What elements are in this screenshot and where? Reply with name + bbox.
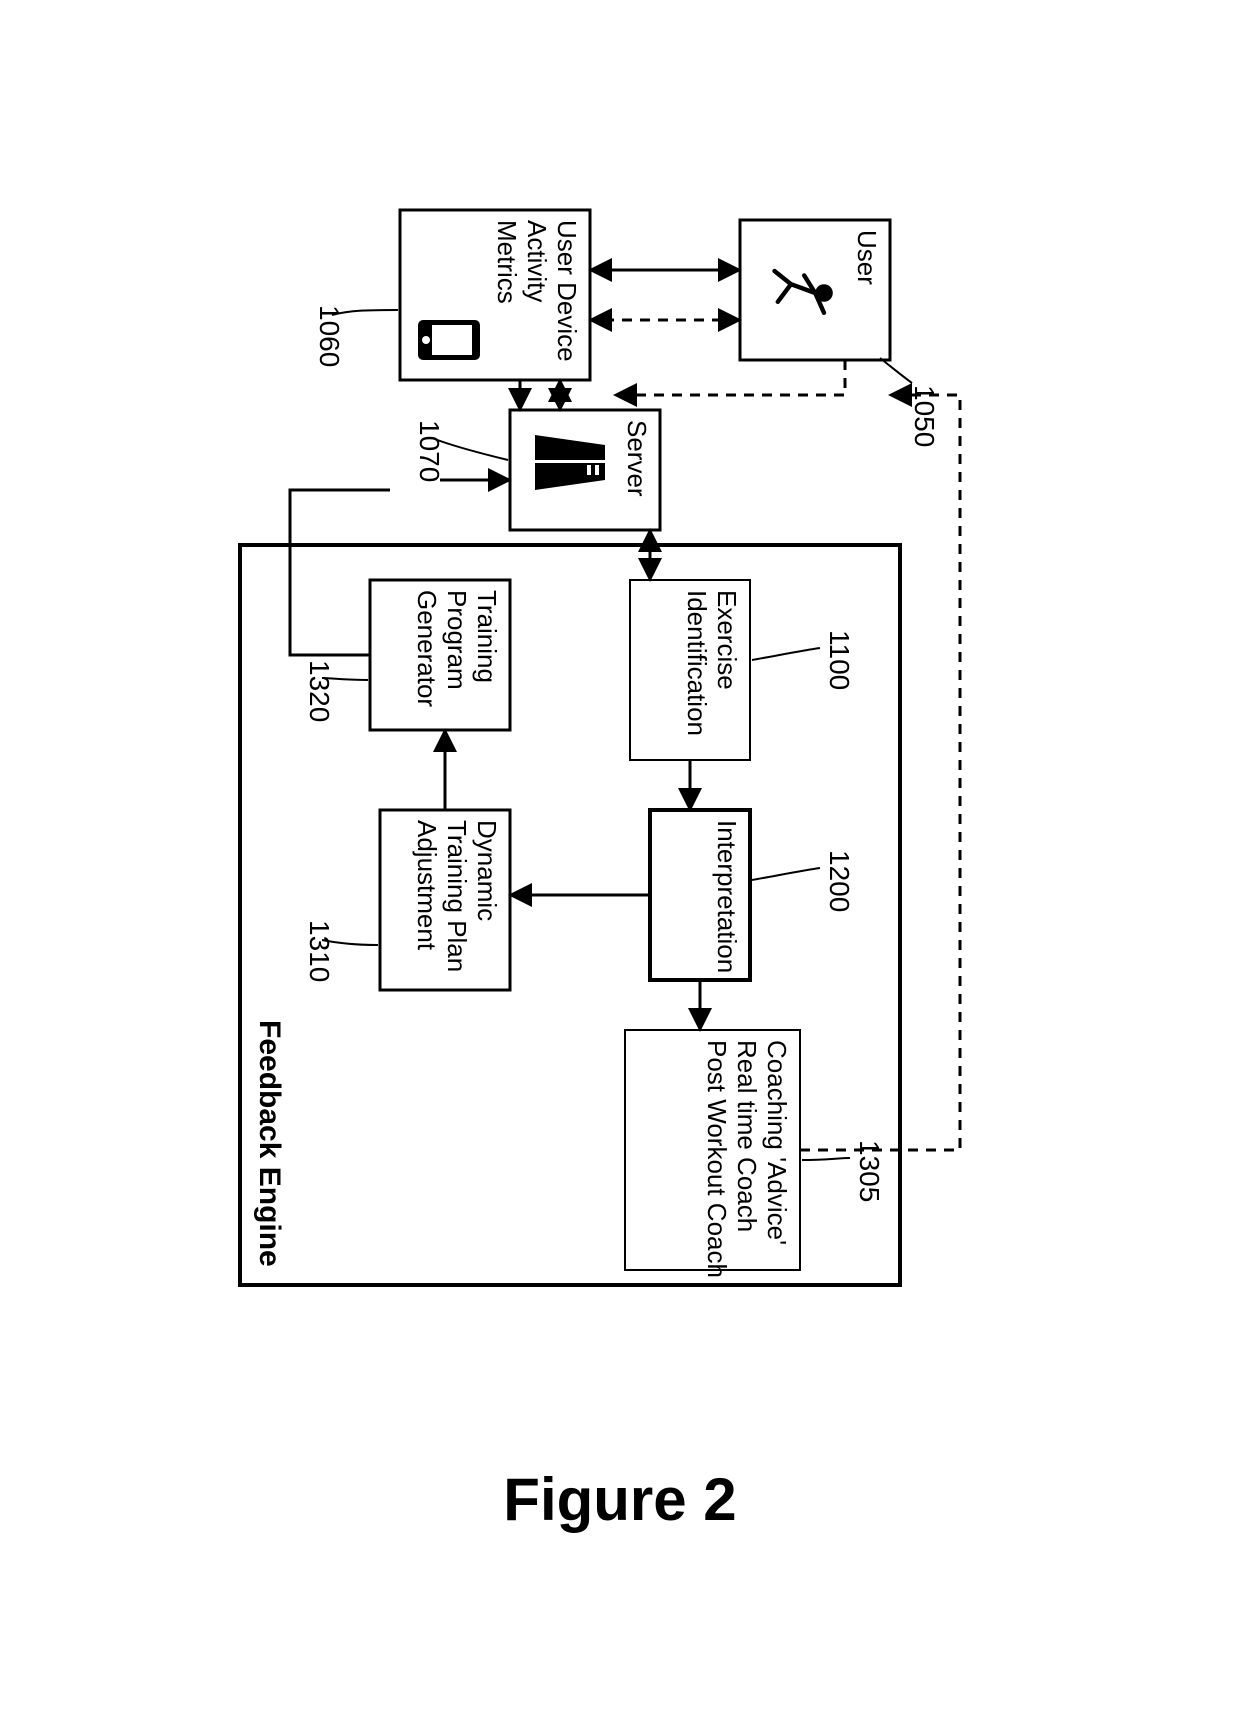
node-coaching-label-1: Real time Coach — [732, 1040, 762, 1232]
figure-caption: Figure 2 — [503, 1466, 736, 1533]
node-coaching-label-2: Post Workout Coach — [702, 1040, 732, 1278]
node-exercise_id: ExerciseIdentification — [630, 580, 750, 760]
node-interpretation: Interpretation — [650, 810, 750, 980]
coaching-dash-back-to-user — [800, 395, 960, 1150]
node-exercise_id-label-0: Exercise — [712, 590, 742, 690]
user-dash-top-out — [615, 360, 845, 395]
node-interpretation-label-0: Interpretation — [712, 820, 742, 973]
feedback-engine-label: Feedback Engine — [253, 1020, 286, 1267]
node-training_prog-label-2: Generator — [412, 590, 442, 707]
node-coaching: Coaching 'Advice'Real time CoachPost Wor… — [625, 1030, 800, 1278]
ref-dynamic: 1310 — [304, 920, 335, 982]
node-user: User — [740, 220, 890, 360]
leader-1100 — [752, 648, 820, 660]
ref-exercise_id: 1100 — [824, 630, 855, 690]
leader-1305 — [802, 1158, 850, 1160]
ref-interpretation: 1200 — [824, 850, 855, 912]
node-dynamic-label-2: Adjustment — [412, 820, 442, 951]
ref-user: 1050 — [909, 385, 940, 447]
node-training_prog-label-0: Training — [472, 590, 502, 683]
ref-coaching: 1305 — [854, 1140, 885, 1202]
ref-server: 1070 — [414, 420, 445, 482]
node-user-label-0: User — [852, 230, 882, 285]
node-coaching-label-0: Coaching 'Advice' — [762, 1040, 792, 1245]
figure-page: Feedback Engine User User DeviceActivityM… — [0, 0, 1240, 1733]
node-user_device-label-1: Activity — [522, 220, 552, 302]
node-dynamic-label-0: Dynamic — [472, 820, 502, 921]
diagram-canvas: Feedback Engine User User DeviceActivityM… — [0, 0, 1240, 1733]
node-user_device-label-0: User Device — [552, 220, 582, 362]
node-server: Server — [510, 410, 660, 530]
ref-training_prog: 1320 — [304, 660, 335, 722]
rotated-diagram: Feedback Engine User User DeviceActivityM… — [240, 210, 960, 1285]
node-training_prog: TrainingProgramGenerator — [370, 580, 510, 730]
node-user_device: User DeviceActivityMetrics — [400, 210, 590, 380]
node-user_device-label-2: Metrics — [492, 220, 522, 304]
leader-1200 — [752, 868, 820, 880]
leader-1050 — [880, 358, 912, 383]
node-dynamic-label-1: Training Plan — [442, 820, 472, 972]
phone-icon — [418, 320, 480, 360]
node-training_prog-label-1: Program — [442, 590, 472, 690]
node-server-label-0: Server — [622, 420, 652, 497]
node-dynamic: DynamicTraining PlanAdjustment — [380, 810, 510, 990]
node-exercise_id-label-1: Identification — [682, 590, 712, 736]
ref-user_device: 1060 — [314, 305, 345, 367]
